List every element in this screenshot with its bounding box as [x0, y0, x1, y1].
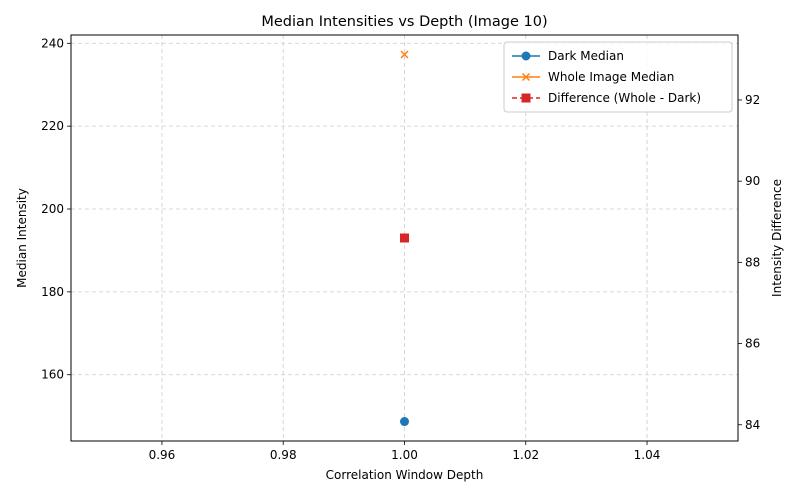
y-axis-left: 160 180 200 220 240	[41, 36, 71, 382]
legend-marker	[521, 72, 531, 82]
y-right-tick-label: 84	[745, 418, 760, 432]
data-point	[400, 417, 409, 427]
y-right-tick-label: 88	[745, 255, 760, 269]
y-axis-right: 84 86 88 90 92	[738, 93, 760, 432]
legend-item: Dark Median	[512, 49, 624, 63]
x-axis-title: Correlation Window Depth	[326, 468, 484, 482]
y-tick-label: 240	[41, 36, 64, 50]
data-point	[400, 233, 409, 243]
x-tick-label: 1.04	[634, 448, 661, 462]
y-tick-label: 200	[41, 202, 64, 216]
data-point	[400, 50, 409, 59]
legend-label: Difference (Whole - Dark)	[548, 91, 701, 105]
data-marks	[400, 50, 409, 427]
x-tick-label: 1.02	[512, 448, 539, 462]
legend-label: Whole Image Median	[548, 70, 674, 84]
y-axis-title: Median Intensity	[15, 188, 29, 288]
chart-title: Median Intensities vs Depth (Image 10)	[261, 14, 547, 30]
x-axis: 0.96 0.98 1.00 1.02 1.04	[149, 441, 661, 462]
y-tick-label: 160	[41, 368, 64, 382]
y-axis-right-title: Intensity Difference	[770, 179, 784, 297]
y-right-tick-label: 90	[745, 174, 760, 188]
x-tick-label: 0.98	[270, 448, 297, 462]
legend-item: Whole Image Median	[512, 70, 674, 84]
legend-marker	[521, 51, 531, 61]
x-marker-stroke	[521, 72, 531, 82]
x-tick-label: 1.00	[391, 448, 418, 462]
y-tick-label: 180	[41, 285, 64, 299]
x-marker-stroke	[400, 50, 409, 59]
legend-label: Dark Median	[548, 49, 624, 63]
legend: Dark Median Whole Image Median Difference …	[503, 41, 733, 113]
legend-item: Difference (Whole - Dark)	[512, 91, 701, 105]
legend-marker	[521, 93, 531, 103]
y-tick-label: 220	[41, 119, 64, 133]
x-tick-label: 0.96	[149, 448, 176, 462]
legend-box	[503, 41, 733, 113]
y-right-tick-label: 92	[745, 93, 760, 107]
y-right-tick-label: 86	[745, 337, 760, 351]
